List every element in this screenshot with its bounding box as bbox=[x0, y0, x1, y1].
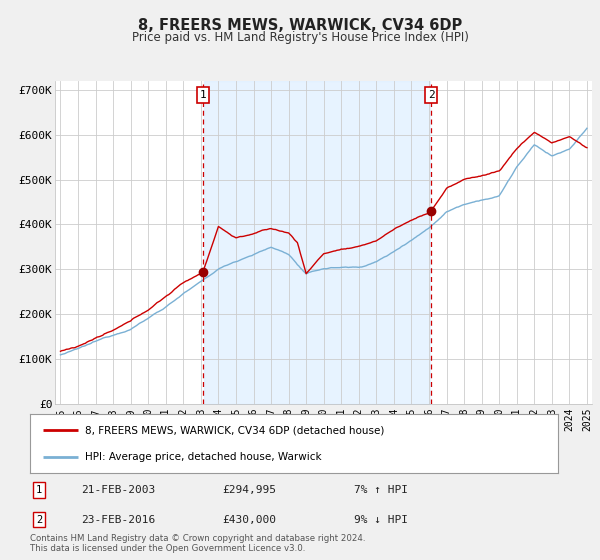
Text: 8, FREERS MEWS, WARWICK, CV34 6DP: 8, FREERS MEWS, WARWICK, CV34 6DP bbox=[138, 18, 462, 33]
Text: 7% ↑ HPI: 7% ↑ HPI bbox=[354, 485, 408, 495]
Text: This data is licensed under the Open Government Licence v3.0.: This data is licensed under the Open Gov… bbox=[30, 544, 305, 553]
Text: £294,995: £294,995 bbox=[222, 485, 276, 495]
Text: Price paid vs. HM Land Registry's House Price Index (HPI): Price paid vs. HM Land Registry's House … bbox=[131, 31, 469, 44]
Text: 1: 1 bbox=[36, 485, 42, 495]
Text: 2: 2 bbox=[36, 515, 42, 525]
Text: 8, FREERS MEWS, WARWICK, CV34 6DP (detached house): 8, FREERS MEWS, WARWICK, CV34 6DP (detac… bbox=[85, 425, 385, 435]
Text: 9% ↓ HPI: 9% ↓ HPI bbox=[354, 515, 408, 525]
Text: Contains HM Land Registry data © Crown copyright and database right 2024.: Contains HM Land Registry data © Crown c… bbox=[30, 534, 365, 543]
Text: 1: 1 bbox=[200, 90, 206, 100]
Text: 2: 2 bbox=[428, 90, 434, 100]
Text: 23-FEB-2016: 23-FEB-2016 bbox=[81, 515, 155, 525]
Text: HPI: Average price, detached house, Warwick: HPI: Average price, detached house, Warw… bbox=[85, 452, 322, 463]
Text: £430,000: £430,000 bbox=[222, 515, 276, 525]
Text: 21-FEB-2003: 21-FEB-2003 bbox=[81, 485, 155, 495]
